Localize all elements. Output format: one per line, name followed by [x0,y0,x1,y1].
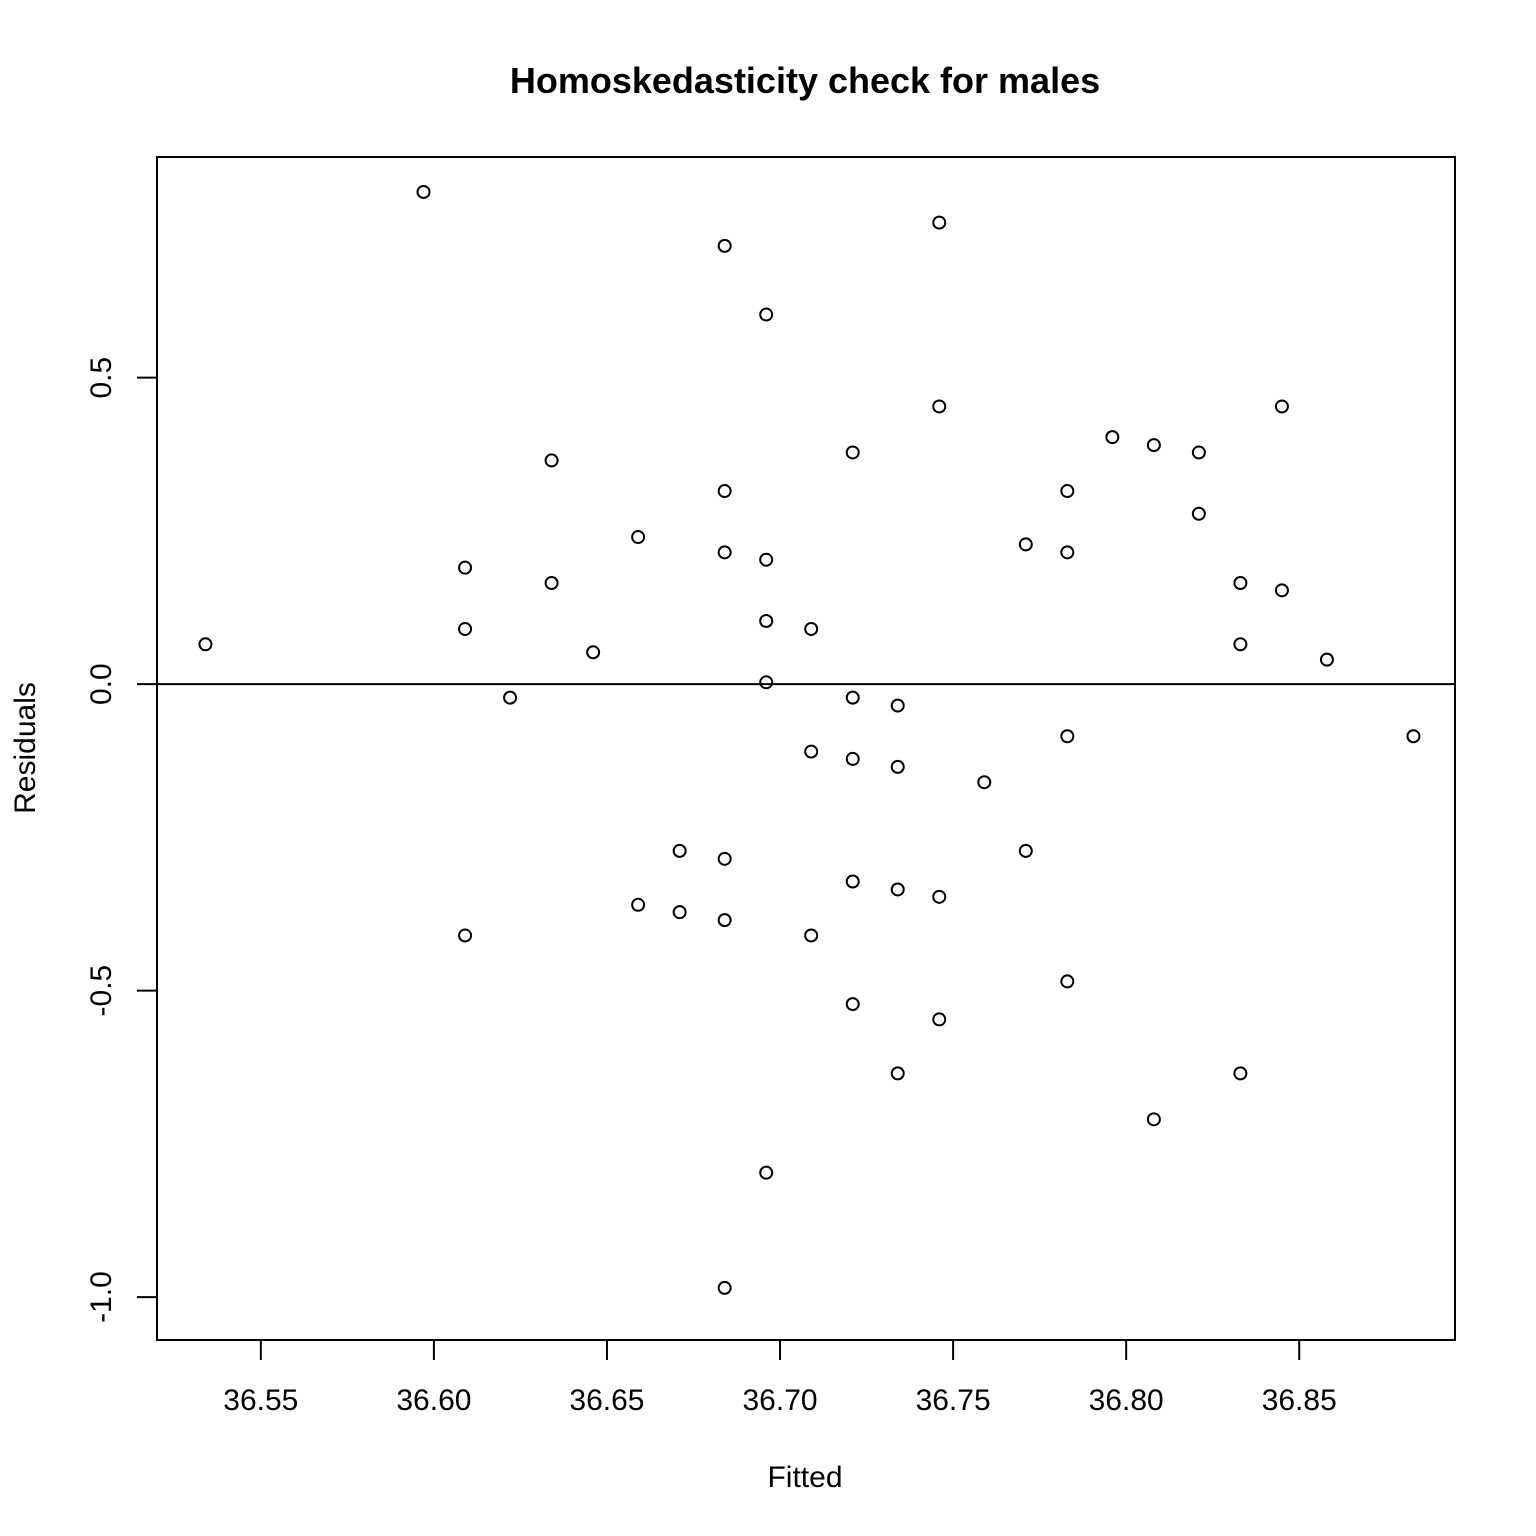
data-point [717,238,732,253]
data-point [631,897,646,912]
x-tick-label: 36.60 [396,1384,471,1417]
data-point [890,759,905,774]
data-point [458,928,473,943]
data-point [717,1280,732,1295]
x-tick-label: 36.55 [223,1384,298,1417]
data-point [845,445,860,460]
data-point [759,675,774,690]
y-tick-label: -1.0 [85,1271,118,1323]
data-point [977,775,992,790]
data-point [1274,583,1289,598]
x-tick-label: 36.70 [743,1384,818,1417]
y-tick-label: 0.5 [85,357,118,399]
data-point [932,889,947,904]
data-point [586,645,601,660]
data-point [932,1012,947,1027]
data-point [672,905,687,920]
data-point [458,560,473,575]
x-tick-label: 36.75 [916,1384,991,1417]
data-point [1105,430,1120,445]
x-tick-label: 36.65 [569,1384,644,1417]
data-point [1060,729,1075,744]
data-point [845,751,860,766]
data-point [890,1066,905,1081]
y-tick-label: 0.0 [85,663,118,705]
data-point [845,997,860,1012]
data-point [1191,445,1206,460]
data-point [458,621,473,636]
data-point [932,399,947,414]
data-point [759,614,774,629]
data-point [932,215,947,230]
data-point [1406,729,1421,744]
data-point [1146,1112,1161,1127]
data-point [1233,1066,1248,1081]
data-point [717,851,732,866]
data-point [1233,576,1248,591]
data-point [416,184,431,199]
x-tick-label: 36.85 [1262,1384,1337,1417]
data-point [1018,537,1033,552]
data-point [845,874,860,889]
data-point [544,453,559,468]
data-point [759,307,774,322]
x-axis: 36.55 36.60 36.65 36.70 36.75 36.80 36.85 [223,1339,1337,1417]
data-point [1060,484,1075,499]
data-point [503,690,518,705]
data-point [1319,652,1334,667]
data-point [759,1165,774,1180]
data-point [804,928,819,943]
data-point [804,621,819,636]
data-point [804,744,819,759]
chart-title: Homoskedasticity check for males [510,60,1100,101]
data-point [717,913,732,928]
data-point [1146,438,1161,453]
data-point [717,545,732,560]
data-point [198,637,213,652]
y-tick-label: -0.5 [85,965,118,1017]
x-tick-label: 36.80 [1089,1384,1164,1417]
data-point [845,690,860,705]
data-point [631,530,646,545]
y-axis-label: Residuals [9,682,42,814]
data-point [672,843,687,858]
data-point [890,882,905,897]
data-point [717,484,732,499]
data-point [1060,974,1075,989]
data-point [1191,506,1206,521]
x-axis-label: Fitted [767,1461,842,1494]
y-axis: -1.0 -0.5 0.0 0.5 [85,357,158,1323]
data-point [890,698,905,713]
data-point [1274,399,1289,414]
data-point [1233,637,1248,652]
data-point [544,576,559,591]
data-point [1018,843,1033,858]
data-points [198,184,1421,1295]
data-point [1060,545,1075,560]
data-point [759,552,774,567]
